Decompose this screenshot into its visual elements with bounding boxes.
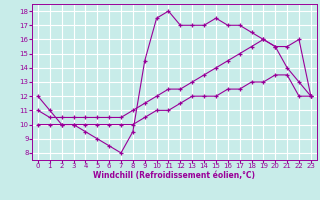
- X-axis label: Windchill (Refroidissement éolien,°C): Windchill (Refroidissement éolien,°C): [93, 171, 255, 180]
